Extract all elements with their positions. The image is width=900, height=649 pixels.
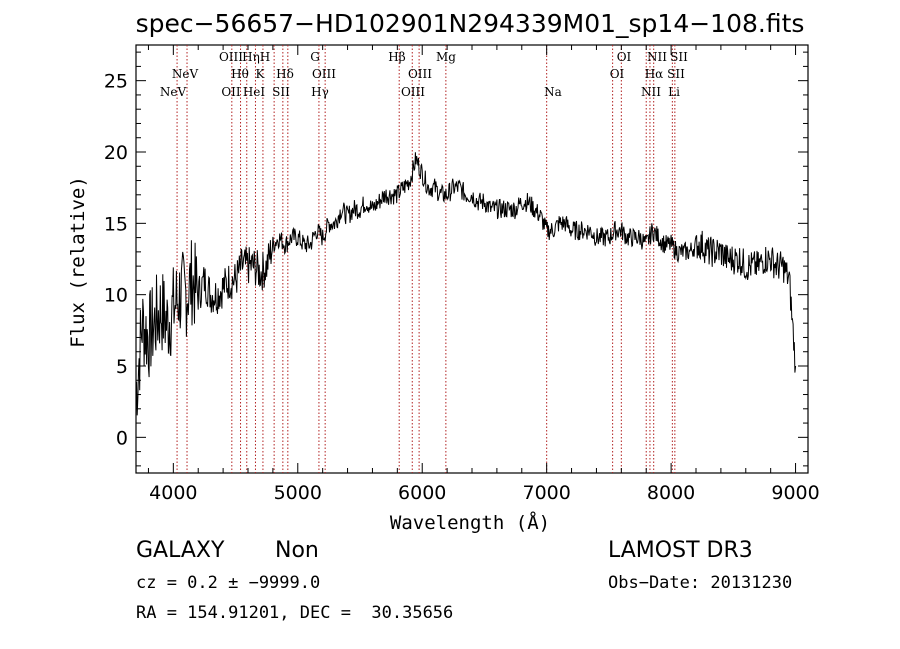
x-tick-label: 4000: [149, 482, 197, 504]
spectral-line-label: OIII: [219, 50, 243, 64]
flux-series-line: [135, 152, 797, 416]
y-tick-label: 20: [104, 142, 128, 164]
spectral-line-label: H: [260, 50, 270, 64]
observation-date: Obs−Date: 20131230: [608, 573, 793, 593]
chart-title: spec−56657−HD102901N294339M01_sp14−108.f…: [136, 9, 805, 38]
spectral-line-label: SII: [667, 67, 685, 81]
spectral-line-label: SII: [670, 50, 688, 64]
spectral-line-label: OIII: [312, 67, 336, 81]
spectral-line-label: SII: [272, 85, 290, 99]
y-tick-label: 5: [116, 356, 128, 378]
spectral-line-label: NeV: [172, 67, 199, 81]
spectral-line-label: NII: [647, 50, 667, 64]
spectral-line-label: Mg: [436, 50, 456, 64]
spectral-line-label: K: [256, 67, 266, 81]
coordinates-line: RA = 154.91201, DEC = 30.35656: [136, 603, 454, 623]
spectral-line-label: HeI: [243, 85, 266, 99]
plot-frame: [135, 44, 809, 474]
spectrum-chart: spec−56657−HD102901N294339M01_sp14−108.f…: [67, 9, 820, 534]
x-tick-label: 5000: [274, 482, 322, 504]
spectral-line-label: NeV: [160, 85, 187, 99]
spectral-line-label: Li: [668, 85, 680, 99]
spectral-line-label: OII: [221, 85, 241, 99]
spectral-line-label: G: [310, 50, 320, 64]
spectral-line-label: OIII: [408, 67, 432, 81]
y-tick-label: 15: [104, 213, 128, 235]
redshift-line: cz = 0.2 ± −9999.0: [136, 573, 321, 593]
spectral-line-label: Na: [544, 85, 562, 99]
y-axis-label: Flux (relative): [67, 176, 89, 348]
object-subclass: Non: [275, 538, 319, 563]
spectral-line-label: OIII: [401, 85, 425, 99]
spectral-line-label: Hθ: [231, 67, 249, 81]
x-tick-label: 6000: [398, 482, 446, 504]
spectral-line-label: Hα: [645, 67, 664, 81]
spectral-line-label: Hβ: [388, 50, 405, 64]
survey-name: LAMOST DR3: [608, 538, 753, 563]
spectral-line-label: NII: [641, 85, 661, 99]
spectral-line-label: OI: [617, 50, 632, 64]
y-tick-label: 25: [104, 71, 128, 93]
x-tick-label: 7000: [522, 482, 570, 504]
spectral-line-label: Hγ: [311, 85, 329, 99]
axis-ticks: 4000 5000 6000 7000 8000 9000 0 5 10 15 20 25: [104, 45, 820, 504]
x-tick-label: 9000: [771, 482, 819, 504]
y-tick-label: 10: [104, 285, 128, 307]
spectral-line-label: Hη: [242, 50, 260, 64]
y-tick-label: 0: [116, 427, 128, 449]
spectral-line-label: Hδ: [276, 67, 294, 81]
x-axis-label: Wavelength (Å): [390, 511, 550, 534]
plot-area: [135, 44, 809, 474]
spectral-line-label: OI: [610, 67, 625, 81]
x-tick-label: 8000: [647, 482, 695, 504]
object-class: GALAXY: [136, 538, 225, 563]
